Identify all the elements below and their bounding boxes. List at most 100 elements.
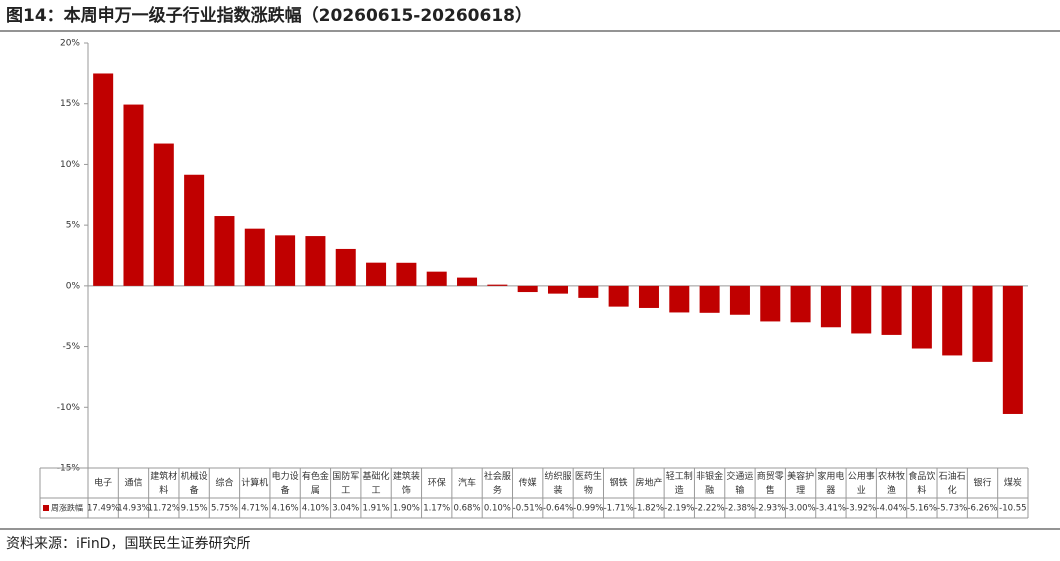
x-tick-label: 计算机 xyxy=(241,477,268,489)
bar xyxy=(366,262,387,286)
value-label: -2.19% xyxy=(664,504,694,514)
x-tick-label: 美容护理 xyxy=(787,470,814,496)
bar xyxy=(547,285,569,294)
bar xyxy=(123,104,144,286)
source: 资料来源：iFinD，国联民生证券研究所 xyxy=(6,536,250,552)
bar xyxy=(669,285,690,313)
value-label: -3.41% xyxy=(816,504,846,514)
value-label: 1.90% xyxy=(393,504,420,514)
x-tick-label: 钢铁 xyxy=(610,477,628,489)
x-tick-label: 国防军工 xyxy=(332,470,359,496)
bar xyxy=(517,285,538,293)
title: 图14：本周申万一级子行业指数涨跌幅（20260615-20260618） xyxy=(6,5,532,26)
x-tick-label: 有色金属 xyxy=(302,470,329,496)
value-label: 5.75% xyxy=(211,504,238,514)
value-label: 0.10% xyxy=(484,504,511,514)
x-tick-label: 轻工制造 xyxy=(666,470,693,496)
y-tick-label: -10% xyxy=(57,403,81,413)
value-label: 4.71% xyxy=(241,504,268,514)
bar xyxy=(851,285,872,334)
x-tick-label: 煤炭 xyxy=(1004,477,1022,489)
bar xyxy=(93,73,114,286)
x-tick-label: 交通运输 xyxy=(726,470,753,496)
x-tick-label: 非银金融 xyxy=(696,470,723,496)
y-tick-label: 0% xyxy=(66,281,81,291)
legend-label: 周涨跌幅 xyxy=(51,503,83,513)
x-tick-label: 电子 xyxy=(94,477,112,489)
bar xyxy=(457,277,478,286)
y-tick-label: 10% xyxy=(60,160,80,170)
bar xyxy=(972,285,993,362)
bar xyxy=(335,248,356,286)
bar xyxy=(1002,285,1023,414)
y-tick-label: -5% xyxy=(62,342,80,352)
x-tick-label: 建筑材料 xyxy=(150,470,177,496)
bar xyxy=(820,285,841,328)
value-label: 3.04% xyxy=(332,504,359,514)
bar xyxy=(305,236,326,286)
value-label: 9.15% xyxy=(181,504,208,514)
bar xyxy=(911,285,932,349)
value-label: -0.51% xyxy=(513,504,543,514)
bar xyxy=(244,228,265,286)
x-tick-label: 环保 xyxy=(428,477,446,489)
x-tick-label: 公用事业 xyxy=(848,470,875,496)
value-label: -2.93% xyxy=(755,504,785,514)
x-tick-label: 综合 xyxy=(215,477,233,489)
x-tick-label: 食品饮料 xyxy=(908,470,935,496)
bar xyxy=(790,285,811,323)
bar xyxy=(396,262,417,286)
x-tick-label: 传媒 xyxy=(519,477,537,489)
value-label: -5.16% xyxy=(907,504,937,514)
x-tick-label: 石油石化 xyxy=(939,470,966,496)
y-tick-label: 20% xyxy=(60,39,80,49)
value-label: -10.55 xyxy=(999,504,1026,514)
value-label: -0.99% xyxy=(573,504,603,514)
x-tick-label: 社会服务 xyxy=(484,470,511,496)
x-tick-label: 银行 xyxy=(974,477,992,489)
bar xyxy=(184,174,205,286)
x-tick-label: 基础化工 xyxy=(363,470,390,496)
bar xyxy=(729,285,750,315)
value-label: -0.64% xyxy=(543,504,573,514)
value-label: 4.16% xyxy=(272,504,299,514)
bar xyxy=(426,271,447,286)
value-label: 1.91% xyxy=(363,504,390,514)
x-tick-label: 家用电器 xyxy=(817,470,844,496)
value-label: -2.22% xyxy=(695,504,725,514)
bar xyxy=(214,216,235,286)
bar xyxy=(153,143,174,286)
x-tick-label: 房地产 xyxy=(635,477,662,489)
x-tick-label: 建筑装饰 xyxy=(393,470,420,496)
y-tick-label: 5% xyxy=(66,221,81,231)
value-label: 4.10% xyxy=(302,504,329,514)
x-tick-label: 汽车 xyxy=(458,477,476,489)
x-tick-label: 通信 xyxy=(124,477,142,489)
bar xyxy=(487,284,508,286)
bar xyxy=(578,285,599,298)
value-label: 14.93% xyxy=(117,504,149,514)
value-label: -1.82% xyxy=(634,504,664,514)
bar xyxy=(275,235,296,286)
legend-swatch xyxy=(43,505,49,511)
bar xyxy=(942,285,963,356)
value-label: 1.17% xyxy=(423,504,450,514)
bar xyxy=(699,285,720,313)
y-tick-label: 15% xyxy=(60,99,80,109)
value-label: 17.49% xyxy=(87,504,119,514)
bar xyxy=(760,285,781,322)
value-label: -2.38% xyxy=(725,504,755,514)
value-label: -5.73% xyxy=(937,504,967,514)
x-tick-label: 商贸零售 xyxy=(757,470,784,496)
value-label: -4.04% xyxy=(877,504,907,514)
x-tick-label: 电力设备 xyxy=(272,470,299,496)
bar xyxy=(638,285,659,308)
value-label: 11.72% xyxy=(148,504,180,514)
bar xyxy=(608,285,629,307)
value-label: -1.71% xyxy=(604,504,634,514)
value-label: -3.92% xyxy=(846,504,876,514)
x-tick-label: 纺织服装 xyxy=(544,470,571,496)
x-tick-label: 机械设备 xyxy=(181,470,208,496)
value-label: -6.26% xyxy=(967,504,997,514)
